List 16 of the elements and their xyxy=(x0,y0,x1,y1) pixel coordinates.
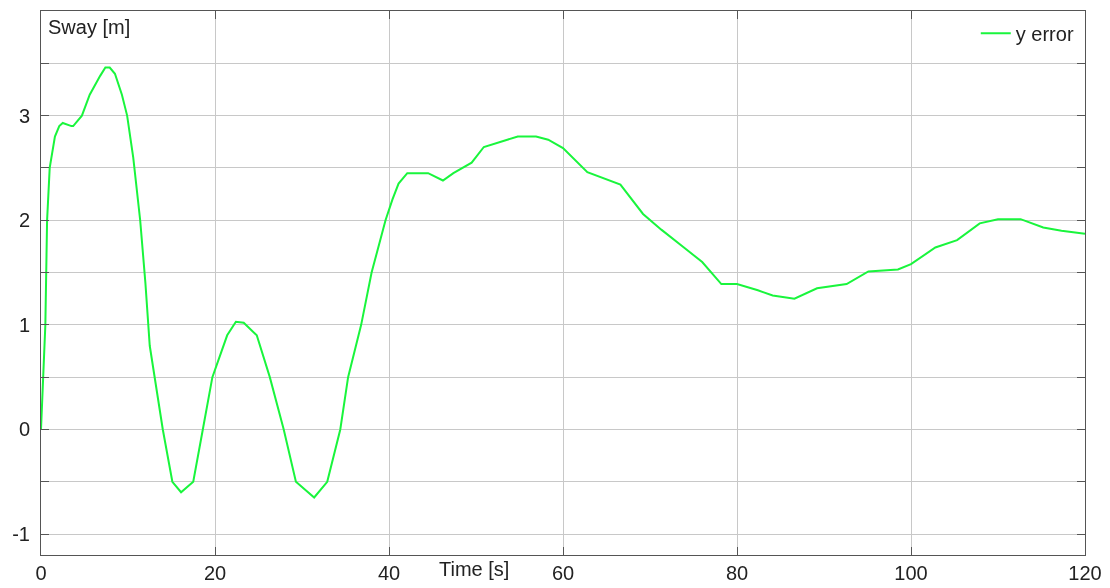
y-tick-label: 0 xyxy=(18,418,30,441)
y-tick-label: 2 xyxy=(18,209,30,232)
line-series xyxy=(41,66,1085,499)
y-tick-label: 1 xyxy=(18,313,30,336)
x-axis-title: Time [s] xyxy=(439,558,510,580)
y-axis-title: Sway [m] xyxy=(48,16,131,38)
x-tick-label: 20 xyxy=(203,562,227,584)
x-tick-label: 100 xyxy=(894,562,928,584)
legend-label: y error xyxy=(1015,23,1074,46)
x-tick-label: 60 xyxy=(551,562,575,584)
y-tick-label: -1 xyxy=(12,523,30,546)
x-tick-label: 80 xyxy=(725,562,749,584)
x-tick-label: 0 xyxy=(35,562,47,584)
x-tick-label: 40 xyxy=(377,562,401,584)
y-tick-label: 3 xyxy=(18,104,30,127)
x-tick-label: 120 xyxy=(1068,562,1102,584)
